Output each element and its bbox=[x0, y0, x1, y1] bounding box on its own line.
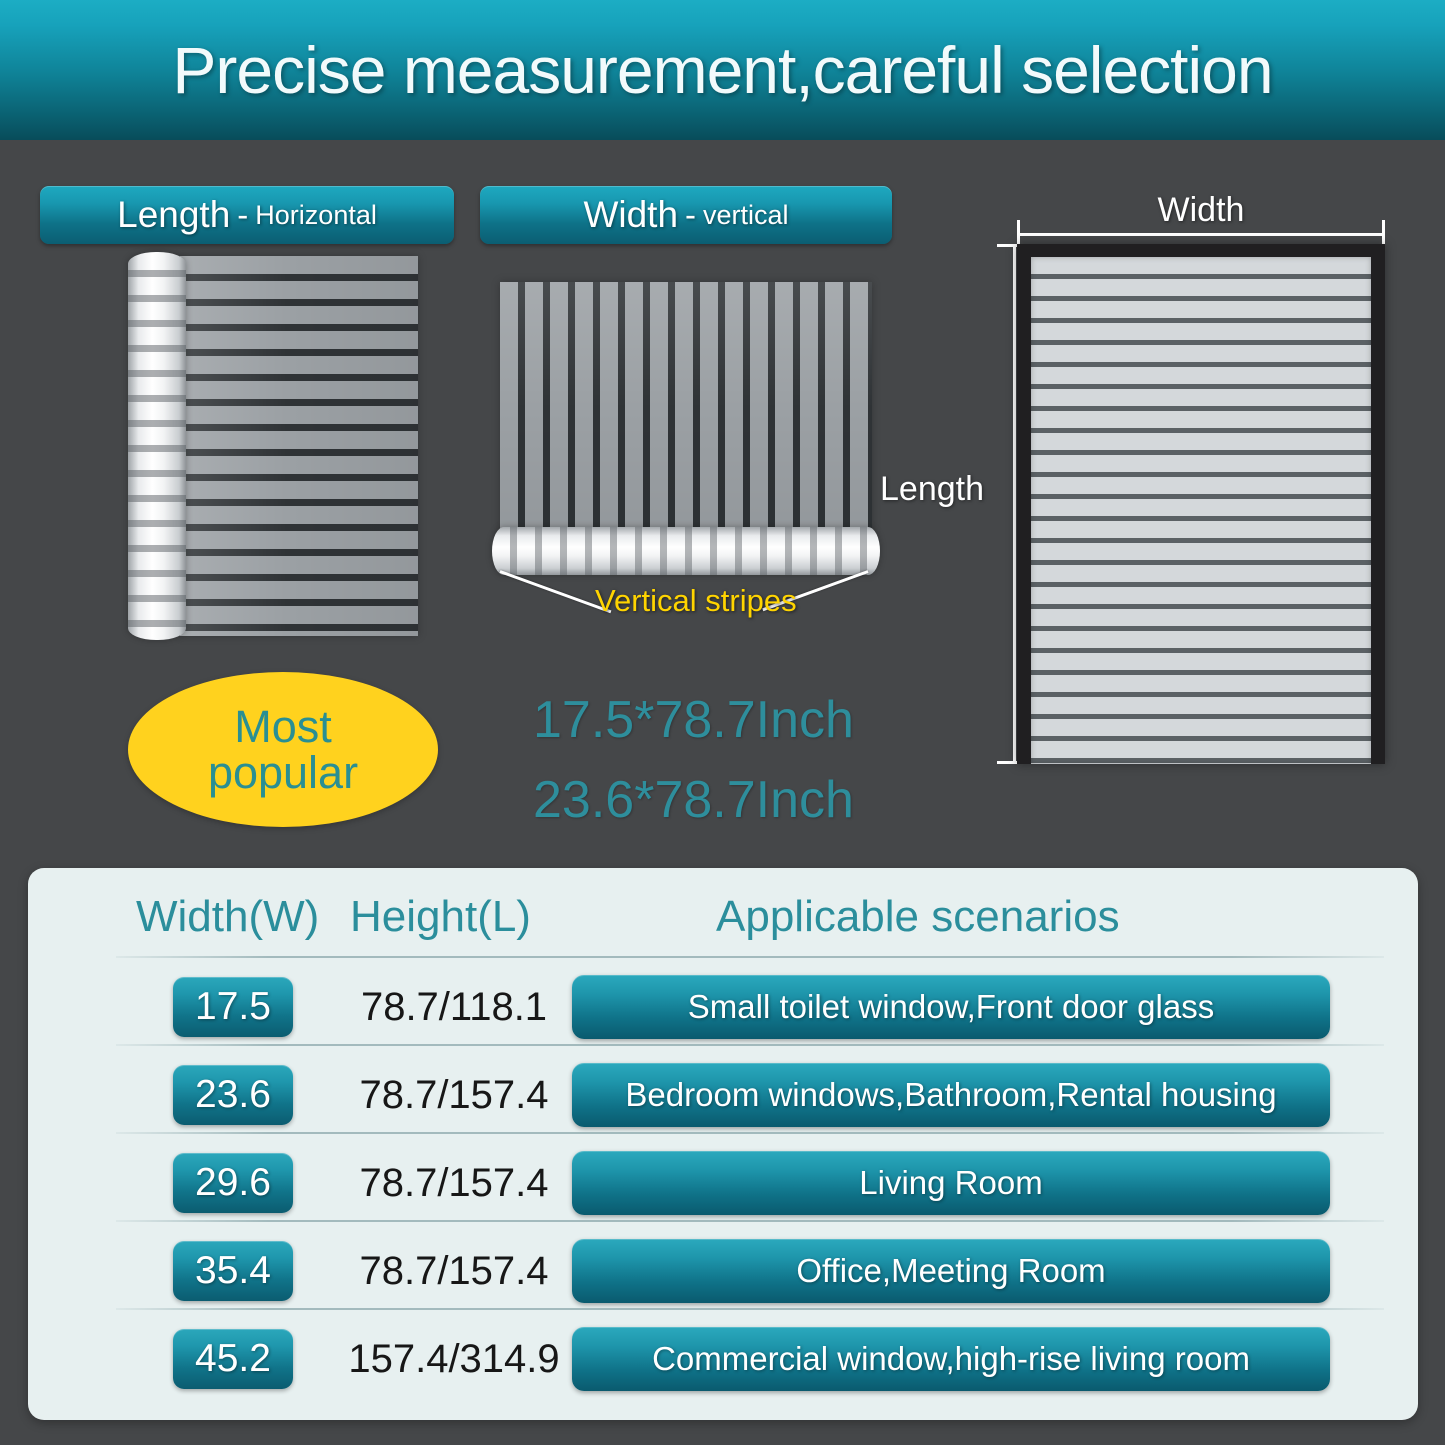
row-divider bbox=[116, 1220, 1384, 1222]
tag-width-sub: vertical bbox=[703, 199, 789, 230]
scenario-pill: Bedroom windows,Bathroom,Rental housing bbox=[572, 1063, 1330, 1127]
table-row: 35.4 78.7/157.4 Office,Meeting Room bbox=[28, 1232, 1418, 1320]
product-roll-horizontal-stripes bbox=[128, 252, 418, 640]
tag-width-vertical: Width - vertical bbox=[480, 186, 892, 244]
row-divider bbox=[116, 1132, 1384, 1134]
dimension-length-cap-top bbox=[997, 244, 1031, 247]
window-frame bbox=[1017, 244, 1385, 764]
width-badge: 17.5 bbox=[173, 977, 293, 1037]
dimension-width-cap-right bbox=[1382, 220, 1385, 250]
tag-length-horizontal: Length - Horizontal bbox=[40, 186, 454, 244]
height-value: 78.7/157.4 bbox=[359, 1160, 549, 1205]
width-badge: 29.6 bbox=[173, 1153, 293, 1213]
column-header-scenarios: Applicable scenarios bbox=[716, 892, 1120, 941]
column-header-width: Width(W) bbox=[136, 892, 320, 941]
dimension-length-cap-bottom bbox=[997, 761, 1031, 764]
tag-length-sub: Horizontal bbox=[255, 199, 377, 230]
film-roll-tube-vertical bbox=[128, 252, 186, 640]
row-divider bbox=[116, 1044, 1384, 1046]
column-header-height: Height(L) bbox=[350, 892, 531, 941]
film-sheet-vertical bbox=[500, 282, 872, 534]
row-divider bbox=[116, 956, 1384, 958]
width-badge: 45.2 bbox=[173, 1329, 293, 1389]
size-table-panel: Width(W) Height(L) Applicable scenarios … bbox=[28, 868, 1418, 1420]
height-value: 78.7/118.1 bbox=[360, 984, 548, 1029]
tag-length-dash: - bbox=[237, 196, 249, 233]
table-row: 29.6 78.7/157.4 Living Room bbox=[28, 1144, 1418, 1232]
scenario-pill: Living Room bbox=[572, 1151, 1330, 1215]
table-header-row: Width(W) Height(L) Applicable scenarios bbox=[28, 892, 1418, 956]
scenario-pill: Office,Meeting Room bbox=[572, 1239, 1330, 1303]
table-row: 17.5 78.7/118.1 Small toilet window,Front … bbox=[28, 968, 1418, 1056]
most-popular-line-1: Most bbox=[234, 700, 332, 752]
width-badge: 23.6 bbox=[173, 1065, 293, 1125]
size-option-2: 23.6*78.7Inch bbox=[533, 771, 854, 829]
tag-length-main: Length bbox=[117, 194, 231, 235]
height-value: 78.7/157.4 bbox=[359, 1248, 549, 1293]
height-value: 157.4/314.9 bbox=[348, 1336, 560, 1381]
height-value: 78.7/157.4 bbox=[359, 1072, 549, 1117]
header-banner: Precise measurement,careful selection bbox=[0, 0, 1445, 140]
scenario-pill: Small toilet window,Front door glass bbox=[572, 975, 1330, 1039]
size-option-1: 17.5*78.7Inch bbox=[533, 691, 854, 749]
table-row: 45.2 157.4/314.9 Commercial window,high-ri… bbox=[28, 1320, 1418, 1408]
table-row: 23.6 78.7/157.4 Bedroom windows,Bathroom,R… bbox=[28, 1056, 1418, 1144]
film-roll-tube-horizontal bbox=[492, 527, 880, 575]
dimension-width-label: Width bbox=[1157, 191, 1245, 229]
most-popular-badge: Most popular bbox=[128, 672, 438, 827]
dimension-width-line bbox=[1017, 233, 1385, 236]
page-title: Precise measurement,careful selection bbox=[172, 33, 1273, 107]
vertical-stripes-label: Vertical stripes bbox=[595, 583, 797, 618]
dimension-width-cap-left bbox=[1017, 220, 1020, 250]
dimension-length-label: Length bbox=[880, 470, 984, 508]
most-popular-line-2: popular bbox=[207, 746, 359, 798]
tag-width-main: Width bbox=[583, 194, 679, 235]
product-roll-vertical-stripes bbox=[492, 282, 880, 575]
dimension-length-line bbox=[1013, 244, 1016, 764]
tag-width-dash: - bbox=[685, 196, 697, 233]
film-sheet-horizontal bbox=[180, 256, 418, 636]
window-dimension-diagram: Width Length bbox=[880, 191, 1385, 770]
scenario-pill: Commercial window,high-rise living room bbox=[572, 1327, 1330, 1391]
row-divider bbox=[116, 1308, 1384, 1310]
width-badge: 35.4 bbox=[173, 1241, 293, 1301]
window-film-blind bbox=[1031, 257, 1371, 764]
